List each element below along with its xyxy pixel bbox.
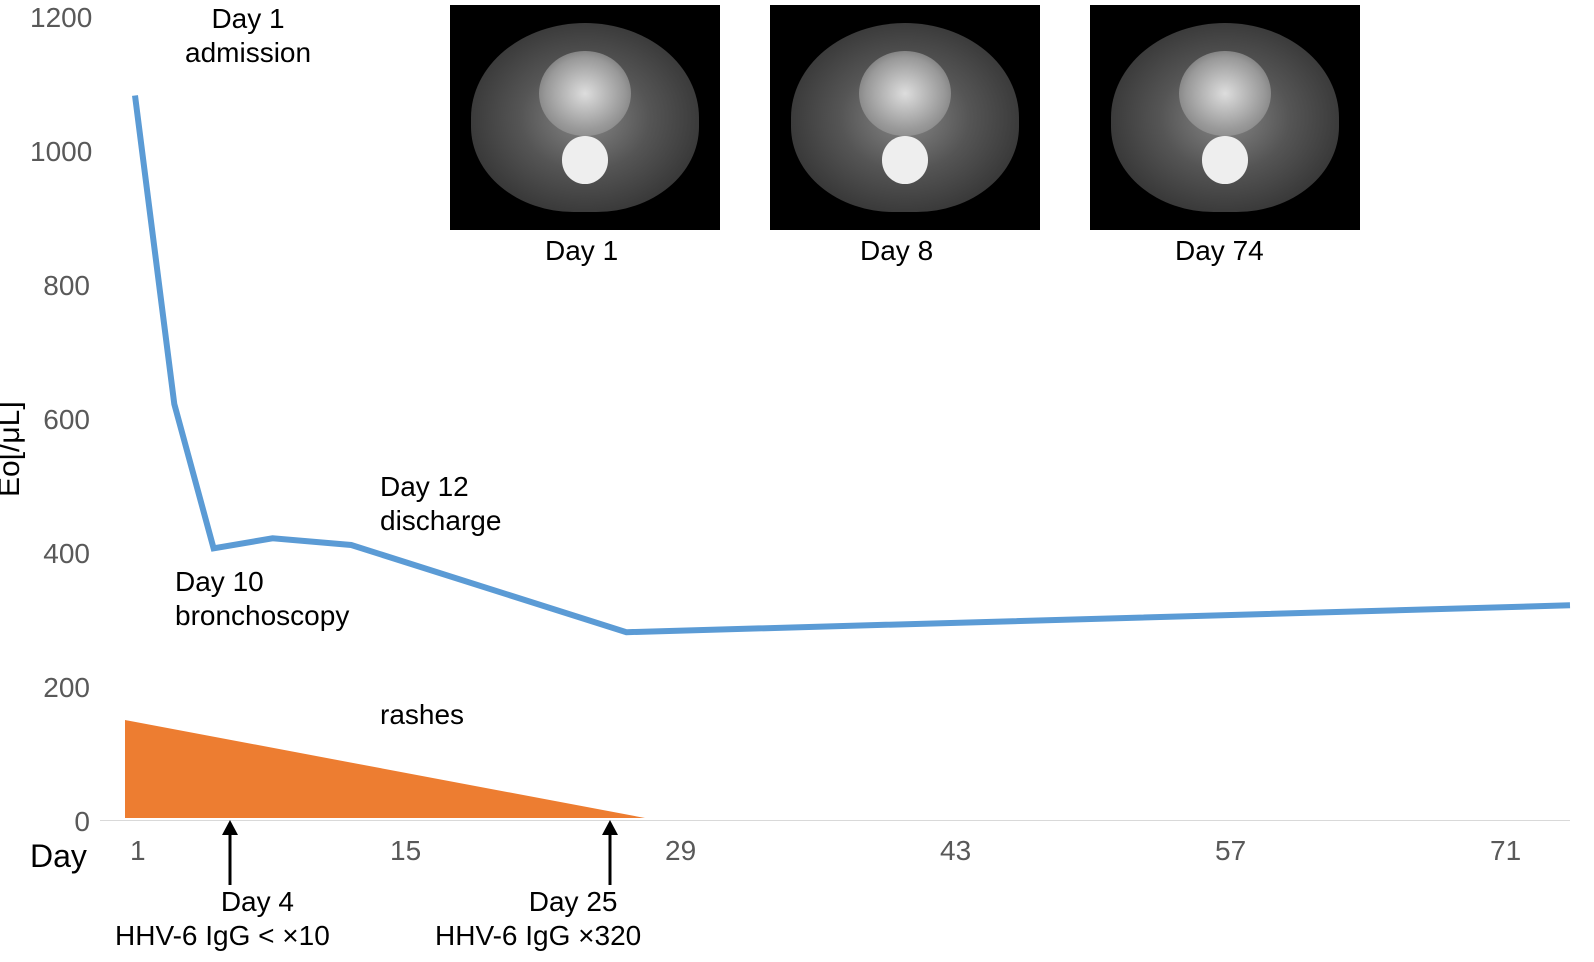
day1-line2: admission <box>185 36 311 70</box>
arrow-day4 <box>215 820 245 890</box>
y-tick-0: 0 <box>30 806 90 838</box>
day12-annotation: Day 12 discharge <box>380 470 501 537</box>
x-axis-title: Day <box>30 838 87 875</box>
y-tick-800: 800 <box>30 270 90 302</box>
day4-annotation: Day 4 HHV-6 IgG < ×10 <box>115 885 330 952</box>
day10-line1: Day 10 <box>175 565 349 599</box>
day25-line1: Day 25 <box>505 885 641 919</box>
ct-image-day1 <box>450 5 720 230</box>
y-tick-1200: 1200 <box>30 2 90 34</box>
y-tick-200: 200 <box>30 672 90 704</box>
day12-line2: discharge <box>380 504 501 538</box>
day12-line1: Day 12 <box>380 470 501 504</box>
chart-container: 0 200 400 600 800 1000 1200 Eo[/μL] 1 15… <box>0 0 1594 962</box>
y-axis-title: Eo[/μL] <box>0 401 27 497</box>
day25-line2: HHV-6 IgG ×320 <box>435 919 641 953</box>
ct-label-day1: Day 1 <box>545 235 618 267</box>
day4-line2: HHV-6 IgG < ×10 <box>115 919 330 953</box>
y-tick-1000: 1000 <box>30 136 90 168</box>
x-tick-43: 43 <box>940 835 971 867</box>
day4-line1: Day 4 <box>185 885 330 919</box>
day10-line2: bronchoscopy <box>175 599 349 633</box>
x-tick-29: 29 <box>665 835 696 867</box>
day1-annotation: Day 1 admission <box>185 2 311 69</box>
arrow-day25 <box>595 820 625 890</box>
x-tick-15: 15 <box>390 835 421 867</box>
rashes-label: rashes <box>380 698 464 732</box>
ct-label-day74: Day 74 <box>1175 235 1264 267</box>
rashes-triangle <box>125 720 645 820</box>
y-tick-400: 400 <box>30 538 90 570</box>
ct-label-day8: Day 8 <box>860 235 933 267</box>
day25-annotation: Day 25 HHV-6 IgG ×320 <box>435 885 641 952</box>
x-tick-1: 1 <box>130 835 146 867</box>
ct-image-day74 <box>1090 5 1360 230</box>
x-tick-71: 71 <box>1490 835 1521 867</box>
day1-line1: Day 1 <box>185 2 311 36</box>
y-tick-600: 600 <box>30 404 90 436</box>
x-tick-57: 57 <box>1215 835 1246 867</box>
gridline <box>100 820 1570 821</box>
ct-image-day8 <box>770 5 1040 230</box>
day10-annotation: Day 10 bronchoscopy <box>175 565 349 632</box>
